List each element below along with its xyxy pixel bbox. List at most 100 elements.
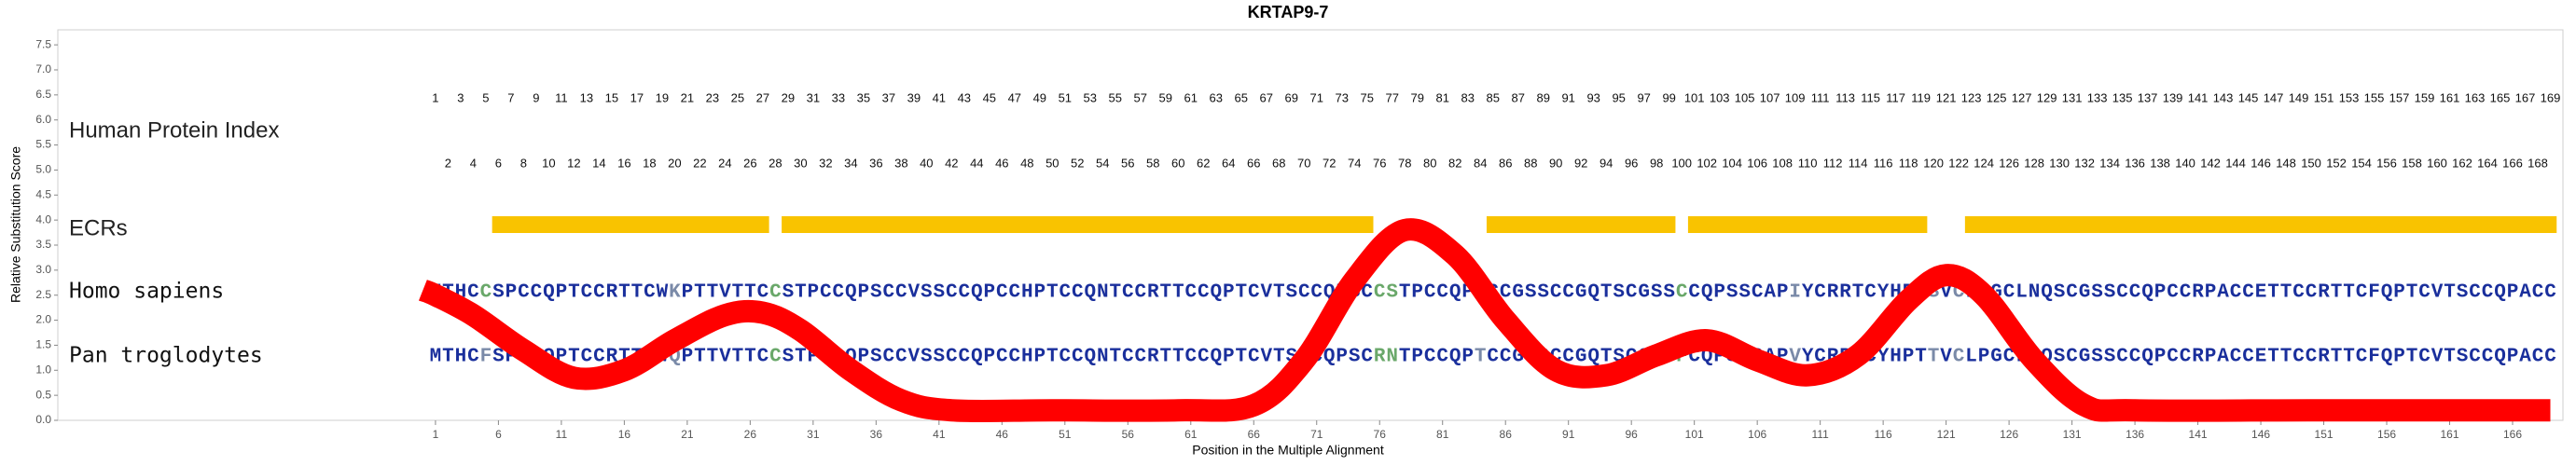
x-tick-label: 86 xyxy=(1500,428,1513,441)
index-number: 8 xyxy=(520,156,527,170)
index-number: 72 xyxy=(1323,156,1336,170)
index-number: 66 xyxy=(1247,156,1260,170)
index-number: 125 xyxy=(1987,90,2007,104)
index-number: 114 xyxy=(1849,156,1868,170)
index-number: 123 xyxy=(1961,90,1982,104)
score-line xyxy=(418,218,2551,423)
index-number: 135 xyxy=(2112,90,2133,104)
index-number: 99 xyxy=(1662,90,1675,104)
ecr-bar xyxy=(1486,216,1676,233)
index-number: 16 xyxy=(617,156,630,170)
index-number: 157 xyxy=(2389,90,2410,104)
index-number: 92 xyxy=(1574,156,1587,170)
index-number: 67 xyxy=(1260,90,1273,104)
index-number: 68 xyxy=(1272,156,1285,170)
sequence-segment: C xyxy=(1676,282,1688,304)
row-label: Human Protein Index xyxy=(69,117,279,143)
index-number: 149 xyxy=(2289,90,2309,104)
index-number: 144 xyxy=(2225,156,2246,170)
sequence-segment: LPGCLNQSCGSSCCQPCCRPACCETTCCRTTCFQPTCVTS… xyxy=(1965,347,2556,368)
index-number: 109 xyxy=(1785,90,1806,104)
index-number: 14 xyxy=(592,156,605,170)
index-number: 49 xyxy=(1033,90,1046,104)
index-number: 103 xyxy=(1710,90,1730,104)
y-tick-label: 3.5 xyxy=(35,238,51,251)
y-tick-label: 7.0 xyxy=(35,62,51,75)
y-axis-label: Relative Substitution Score xyxy=(8,146,23,303)
index-number: 94 xyxy=(1600,156,1613,170)
index-number: 124 xyxy=(1974,156,1994,170)
index-number: 31 xyxy=(807,90,820,104)
index-number: 32 xyxy=(819,156,832,170)
index-number: 102 xyxy=(1697,156,1717,170)
index-number: 121 xyxy=(1936,90,1957,104)
index-number: 146 xyxy=(2251,156,2271,170)
index-number: 110 xyxy=(1798,156,1818,170)
y-tick-label: 6.5 xyxy=(35,88,51,101)
index-number: 119 xyxy=(1911,90,1931,104)
index-number: 18 xyxy=(643,156,656,170)
index-number: 129 xyxy=(2037,90,2057,104)
index-number: 13 xyxy=(580,90,593,104)
index-number: 4 xyxy=(470,156,477,170)
index-number: 87 xyxy=(1511,90,1524,104)
index-number: 150 xyxy=(2301,156,2321,170)
index-number: 57 xyxy=(1134,90,1147,104)
index-number: 117 xyxy=(1886,90,1905,104)
index-number: 64 xyxy=(1222,156,1235,170)
ecr-bar xyxy=(1687,216,1928,233)
y-tick-label: 1.0 xyxy=(35,363,51,376)
index-number: 166 xyxy=(2502,156,2523,170)
index-number: 69 xyxy=(1285,90,1298,104)
index-number: 63 xyxy=(1210,90,1223,104)
x-tick-label: 26 xyxy=(744,428,757,441)
x-tick-label: 101 xyxy=(1685,428,1704,441)
index-number: 108 xyxy=(1772,156,1793,170)
y-tick-label: 3.0 xyxy=(35,263,51,276)
y-tick-label: 0.0 xyxy=(35,413,51,426)
sequence-segment: F xyxy=(480,347,492,368)
index-number: 85 xyxy=(1486,90,1499,104)
x-tick-label: 151 xyxy=(2315,428,2334,441)
index-number: 90 xyxy=(1549,156,1562,170)
index-number: 56 xyxy=(1121,156,1134,170)
x-tick-label: 146 xyxy=(2251,428,2270,441)
index-number: 155 xyxy=(2364,90,2385,104)
index-number: 86 xyxy=(1499,156,1512,170)
index-number: 60 xyxy=(1171,156,1184,170)
index-number: 101 xyxy=(1684,90,1705,104)
x-tick-label: 21 xyxy=(681,428,694,441)
index-number: 160 xyxy=(2427,156,2447,170)
x-tick-label: 66 xyxy=(1248,428,1261,441)
sequence-segment: CQPSSCAP xyxy=(1688,282,1788,304)
index-number: 74 xyxy=(1348,156,1361,170)
index-number: 22 xyxy=(693,156,706,170)
index-number: 154 xyxy=(2351,156,2372,170)
index-number: 51 xyxy=(1059,90,1072,104)
index-number: 128 xyxy=(2024,156,2044,170)
index-number: 115 xyxy=(1861,90,1880,104)
x-tick-label: 81 xyxy=(1436,428,1449,441)
x-tick-label: 56 xyxy=(1122,428,1135,441)
index-number: 75 xyxy=(1361,90,1374,104)
x-tick-label: 51 xyxy=(1059,428,1072,441)
sequence-label: Pan troglodytes xyxy=(69,344,263,368)
index-number: 2 xyxy=(445,156,451,170)
sequence-segment: C xyxy=(480,282,492,304)
index-number: 147 xyxy=(2264,90,2284,104)
sequence-segment: TPCCQP xyxy=(1399,347,1474,368)
index-number: 104 xyxy=(1722,156,1742,170)
x-tick-label: 91 xyxy=(1562,428,1575,441)
x-axis-label: Position in the Multiple Alignment xyxy=(1192,443,1384,458)
x-tick-label: 136 xyxy=(2126,428,2144,441)
index-number: 33 xyxy=(832,90,845,104)
index-number: 97 xyxy=(1637,90,1650,104)
index-number: 36 xyxy=(869,156,882,170)
index-number: 11 xyxy=(555,90,568,104)
index-number: 89 xyxy=(1536,90,1549,104)
index-number: 17 xyxy=(630,90,644,104)
index-number: 152 xyxy=(2326,156,2347,170)
index-number: 65 xyxy=(1235,90,1248,104)
index-number: 5 xyxy=(482,90,489,104)
